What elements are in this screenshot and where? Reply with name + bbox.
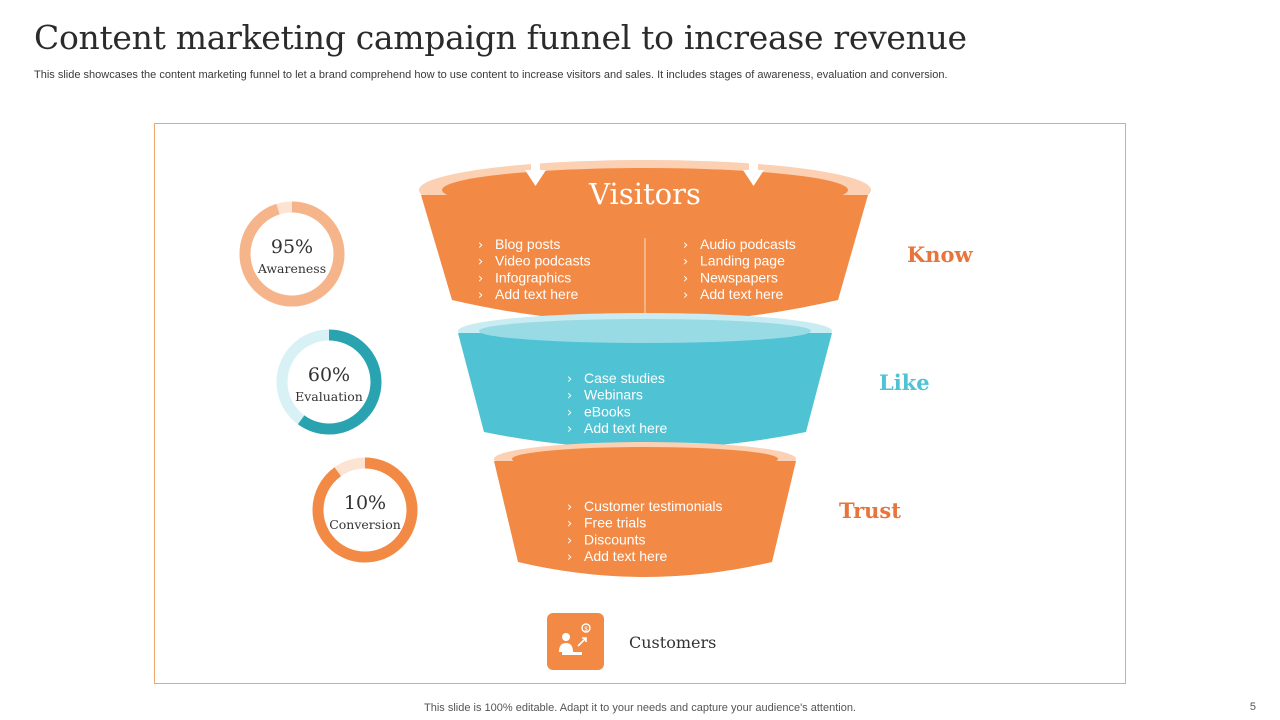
funnel-top-left-list: › Blog posts › Video podcasts › Infographics ›… (478, 236, 590, 303)
bullet-icon: › (683, 255, 688, 270)
list-item: Add text here (584, 548, 667, 564)
footer-note: This slide is 100% editable. Adapt it to… (424, 702, 856, 714)
funnel-top-title: Visitors (588, 177, 701, 211)
funnel-stage-like: › Case studies › Webinars › eBooks › Add text h… (458, 313, 832, 449)
bullet-icon: › (567, 550, 572, 565)
bullet-icon: › (683, 238, 688, 253)
metric-label: Evaluation (295, 389, 363, 404)
list-item: Webinars (584, 387, 643, 403)
page-subtitle: This slide showcases the content marketi… (34, 69, 948, 81)
bullet-icon: › (567, 422, 572, 437)
metric-label: Awareness (257, 261, 326, 276)
funnel-middle-list: › Case studies › Webinars › eBooks › Add text h… (567, 370, 667, 437)
list-item: Customer testimonials (584, 498, 723, 514)
bullet-icon: › (567, 372, 572, 387)
metric-percent: 10% (344, 492, 386, 514)
metric-label: Conversion (329, 517, 401, 532)
list-item: Audio podcasts (700, 236, 796, 252)
list-item: Newspapers (700, 269, 778, 285)
page-number: 5 (1249, 701, 1256, 713)
metric-donut-conversion: 10% Conversion (312, 457, 418, 563)
bullet-icon: › (567, 517, 572, 532)
arrow-down-icon (743, 158, 764, 186)
bullet-icon: › (478, 288, 483, 303)
list-item: Landing page (700, 253, 785, 269)
bullet-icon: › (567, 533, 572, 548)
list-item: Infographics (495, 269, 571, 285)
bullet-icon: › (683, 288, 688, 303)
customer-money-icon: $ (559, 623, 591, 655)
bullet-icon: › (478, 271, 483, 286)
stage-label-know: Know (907, 242, 974, 267)
donut-arc (312, 457, 418, 563)
list-item: eBooks (584, 403, 631, 419)
donut-arc (239, 201, 345, 307)
metric-percent: 95% (271, 236, 313, 258)
list-item: Case studies (584, 370, 665, 386)
stage-label-trust: Trust (839, 498, 901, 523)
bullet-icon: › (478, 255, 483, 270)
list-item: Video podcasts (495, 253, 590, 269)
bullet-icon: › (567, 405, 572, 420)
arrow-down-icon (525, 158, 546, 186)
bullet-icon: › (567, 389, 572, 404)
svg-text:$: $ (584, 627, 588, 633)
stage-label-like: Like (879, 370, 930, 395)
metric-percent: 60% (308, 364, 350, 386)
donut-arc (276, 329, 382, 435)
list-item: Add text here (584, 420, 667, 436)
bullet-icon: › (683, 271, 688, 286)
metric-donut-awareness: 95% Awareness (239, 201, 345, 307)
list-item: Free trials (584, 515, 646, 531)
bullet-icon: › (567, 500, 572, 515)
list-item: Blog posts (495, 236, 560, 252)
list-item: Add text here (700, 286, 783, 302)
diagram-frame (154, 123, 1126, 684)
list-item: Discounts (584, 531, 645, 547)
metric-donut-evaluation: 60% Evaluation (276, 329, 382, 435)
funnel-top-right-list: › Audio podcasts › Landing page › Newspapers ›… (683, 236, 796, 303)
customers-label: Customers (629, 633, 716, 652)
metrics-donuts: 95% Awareness 60% Evaluation 10% Conversion (239, 201, 418, 563)
bullet-icon: › (478, 238, 483, 253)
funnel-stage-visitors: Visitors › Blog posts › Video podcasts › Info… (419, 158, 871, 323)
funnel-stage-trust: › Customer testimonials › Free trials › Disco… (494, 442, 796, 577)
customers-badge: $ (547, 613, 604, 670)
page-title: Content marketing campaign funnel to inc… (34, 18, 967, 57)
funnel-bottom-list: › Customer testimonials › Free trials › Disco… (567, 498, 723, 565)
list-item: Add text here (495, 286, 578, 302)
